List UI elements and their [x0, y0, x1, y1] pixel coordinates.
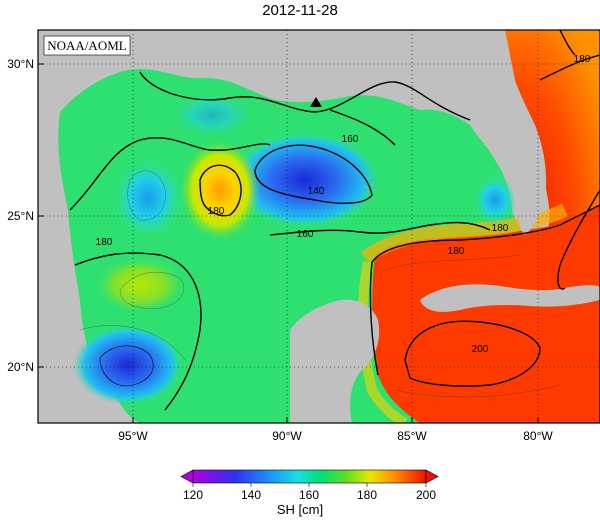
- contour-label-group: 140 160 160 180 180 180 200 180 180: [96, 54, 591, 355]
- lon-label: 95°W: [118, 429, 148, 443]
- contour-label: 140: [308, 186, 325, 197]
- cool-patch-north: [172, 93, 252, 137]
- contour-label: 180: [448, 246, 465, 257]
- warm-eddy-west: [180, 140, 260, 240]
- colorbar-tick-label: 180: [357, 488, 377, 502]
- contour-label: 160: [297, 229, 314, 240]
- lon-label: 80°W: [523, 429, 553, 443]
- florida-land: [440, 30, 547, 235]
- colorbar-tick-label: 200: [416, 488, 436, 502]
- lat-label: 30°N: [7, 57, 34, 71]
- contour-label: 180: [208, 206, 225, 217]
- contour-label: 160: [342, 134, 359, 145]
- cold-eddy-southwest: [73, 325, 183, 405]
- colorbar-ramp: [192, 469, 427, 484]
- minor-contours: [79, 170, 561, 398]
- colorbar-tick-labels: 120 140 160 180 200: [183, 488, 436, 502]
- cool-eddy-florida: [473, 175, 517, 225]
- colorbar-tick-label: 140: [241, 488, 261, 502]
- cold-eddy-center: [230, 132, 380, 228]
- axis-ticks: [38, 63, 539, 423]
- cool-eddy-west: [113, 158, 183, 238]
- lat-label: 25°N: [7, 209, 34, 223]
- lon-label: 90°W: [272, 429, 302, 443]
- grid-lines: [38, 30, 600, 423]
- colorbar: 120 140 160 180 200: [180, 469, 439, 502]
- cuba-land: [420, 284, 600, 312]
- contour-label: 180: [574, 54, 591, 65]
- colorbar-tick-label: 120: [183, 488, 203, 502]
- colorbar-min-arrow: [180, 469, 194, 484]
- lon-labels: 95°W 90°W 85°W 80°W: [118, 429, 553, 443]
- colorbar-tick-label: 160: [299, 488, 319, 502]
- source-label-box: [43, 35, 131, 56]
- loop-current: [372, 205, 600, 423]
- yucatan-land: [290, 299, 380, 423]
- contour-label: 180: [96, 237, 113, 248]
- contour-label: 180: [492, 223, 509, 234]
- lat-labels: 30°N 25°N 20°N: [7, 57, 34, 374]
- contour-lines: [69, 30, 600, 411]
- lat-label: 20°N: [7, 360, 34, 374]
- colorbar-title: SH [cm]: [276, 502, 324, 517]
- map-frame: [37, 29, 600, 424]
- buoy-marker: [310, 97, 322, 107]
- warm-patch-southwest: [95, 257, 185, 313]
- map-title: 2012-11-28: [262, 2, 338, 19]
- lon-label: 85°W: [397, 429, 427, 443]
- source-label: NOAA/AOML: [47, 38, 127, 53]
- loop-current-edge: [360, 203, 569, 264]
- colorbar-max-arrow: [425, 469, 439, 484]
- contour-label: 200: [472, 344, 489, 355]
- loop-current-west-edge: [358, 260, 408, 423]
- colorbar-ticks: [192, 483, 427, 487]
